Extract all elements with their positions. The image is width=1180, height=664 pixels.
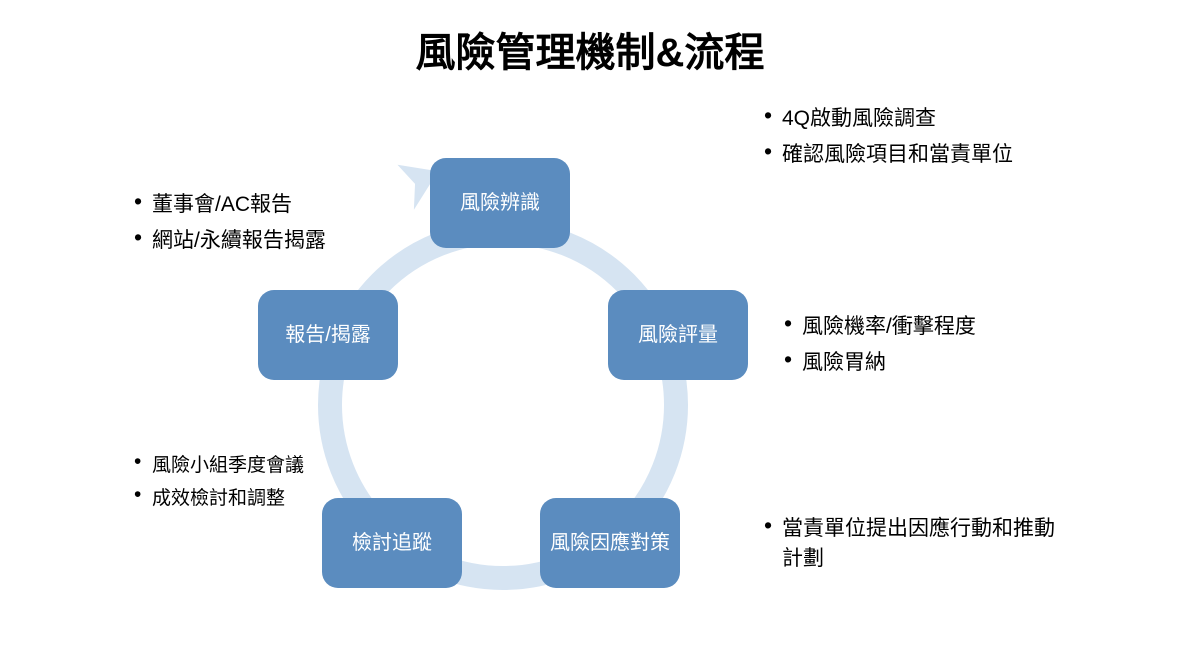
cycle-node-label: 風險辨識 [460,190,540,216]
annotation-n5: 董事會/AC報告網站/永續報告揭露 [130,188,360,260]
annotation-n2: 風險機率/衝擊程度風險胃納 [780,310,1110,382]
annotation-item: 成效檢討和調整 [130,483,390,510]
cycle-node-n5: 報告/揭露 [258,290,398,380]
annotation-item: 確認風險項目和當責單位 [760,138,1120,168]
annotation-item: 當責單位提出因應行動和推動計劃 [760,512,1060,572]
annotation-item: 風險機率/衝擊程度 [780,310,1110,340]
annotation-n3: 當責單位提出因應行動和推動計劃 [760,512,1060,578]
annotation-item: 風險胃納 [780,346,1110,376]
cycle-node-n3: 風險因應對策 [540,498,680,588]
annotation-item: 網站/永續報告揭露 [130,224,360,254]
annotation-item: 董事會/AC報告 [130,188,360,218]
cycle-node-label: 風險評量 [638,322,718,348]
annotation-n1: 4Q啟動風險調查確認風險項目和當責單位 [760,102,1120,174]
annotation-item: 風險小組季度會議 [130,450,390,477]
cycle-node-n2: 風險評量 [608,290,748,380]
annotation-item: 4Q啟動風險調查 [760,102,1120,132]
cycle-node-n1: 風險辨識 [430,158,570,248]
page-title: 風險管理機制&流程 [0,20,1180,78]
cycle-node-label: 報告/揭露 [285,322,371,348]
cycle-node-label: 檢討追蹤 [352,530,432,556]
cycle-node-label: 風險因應對策 [550,530,670,556]
annotation-n4: 風險小組季度會議成效檢討和調整 [130,450,390,516]
